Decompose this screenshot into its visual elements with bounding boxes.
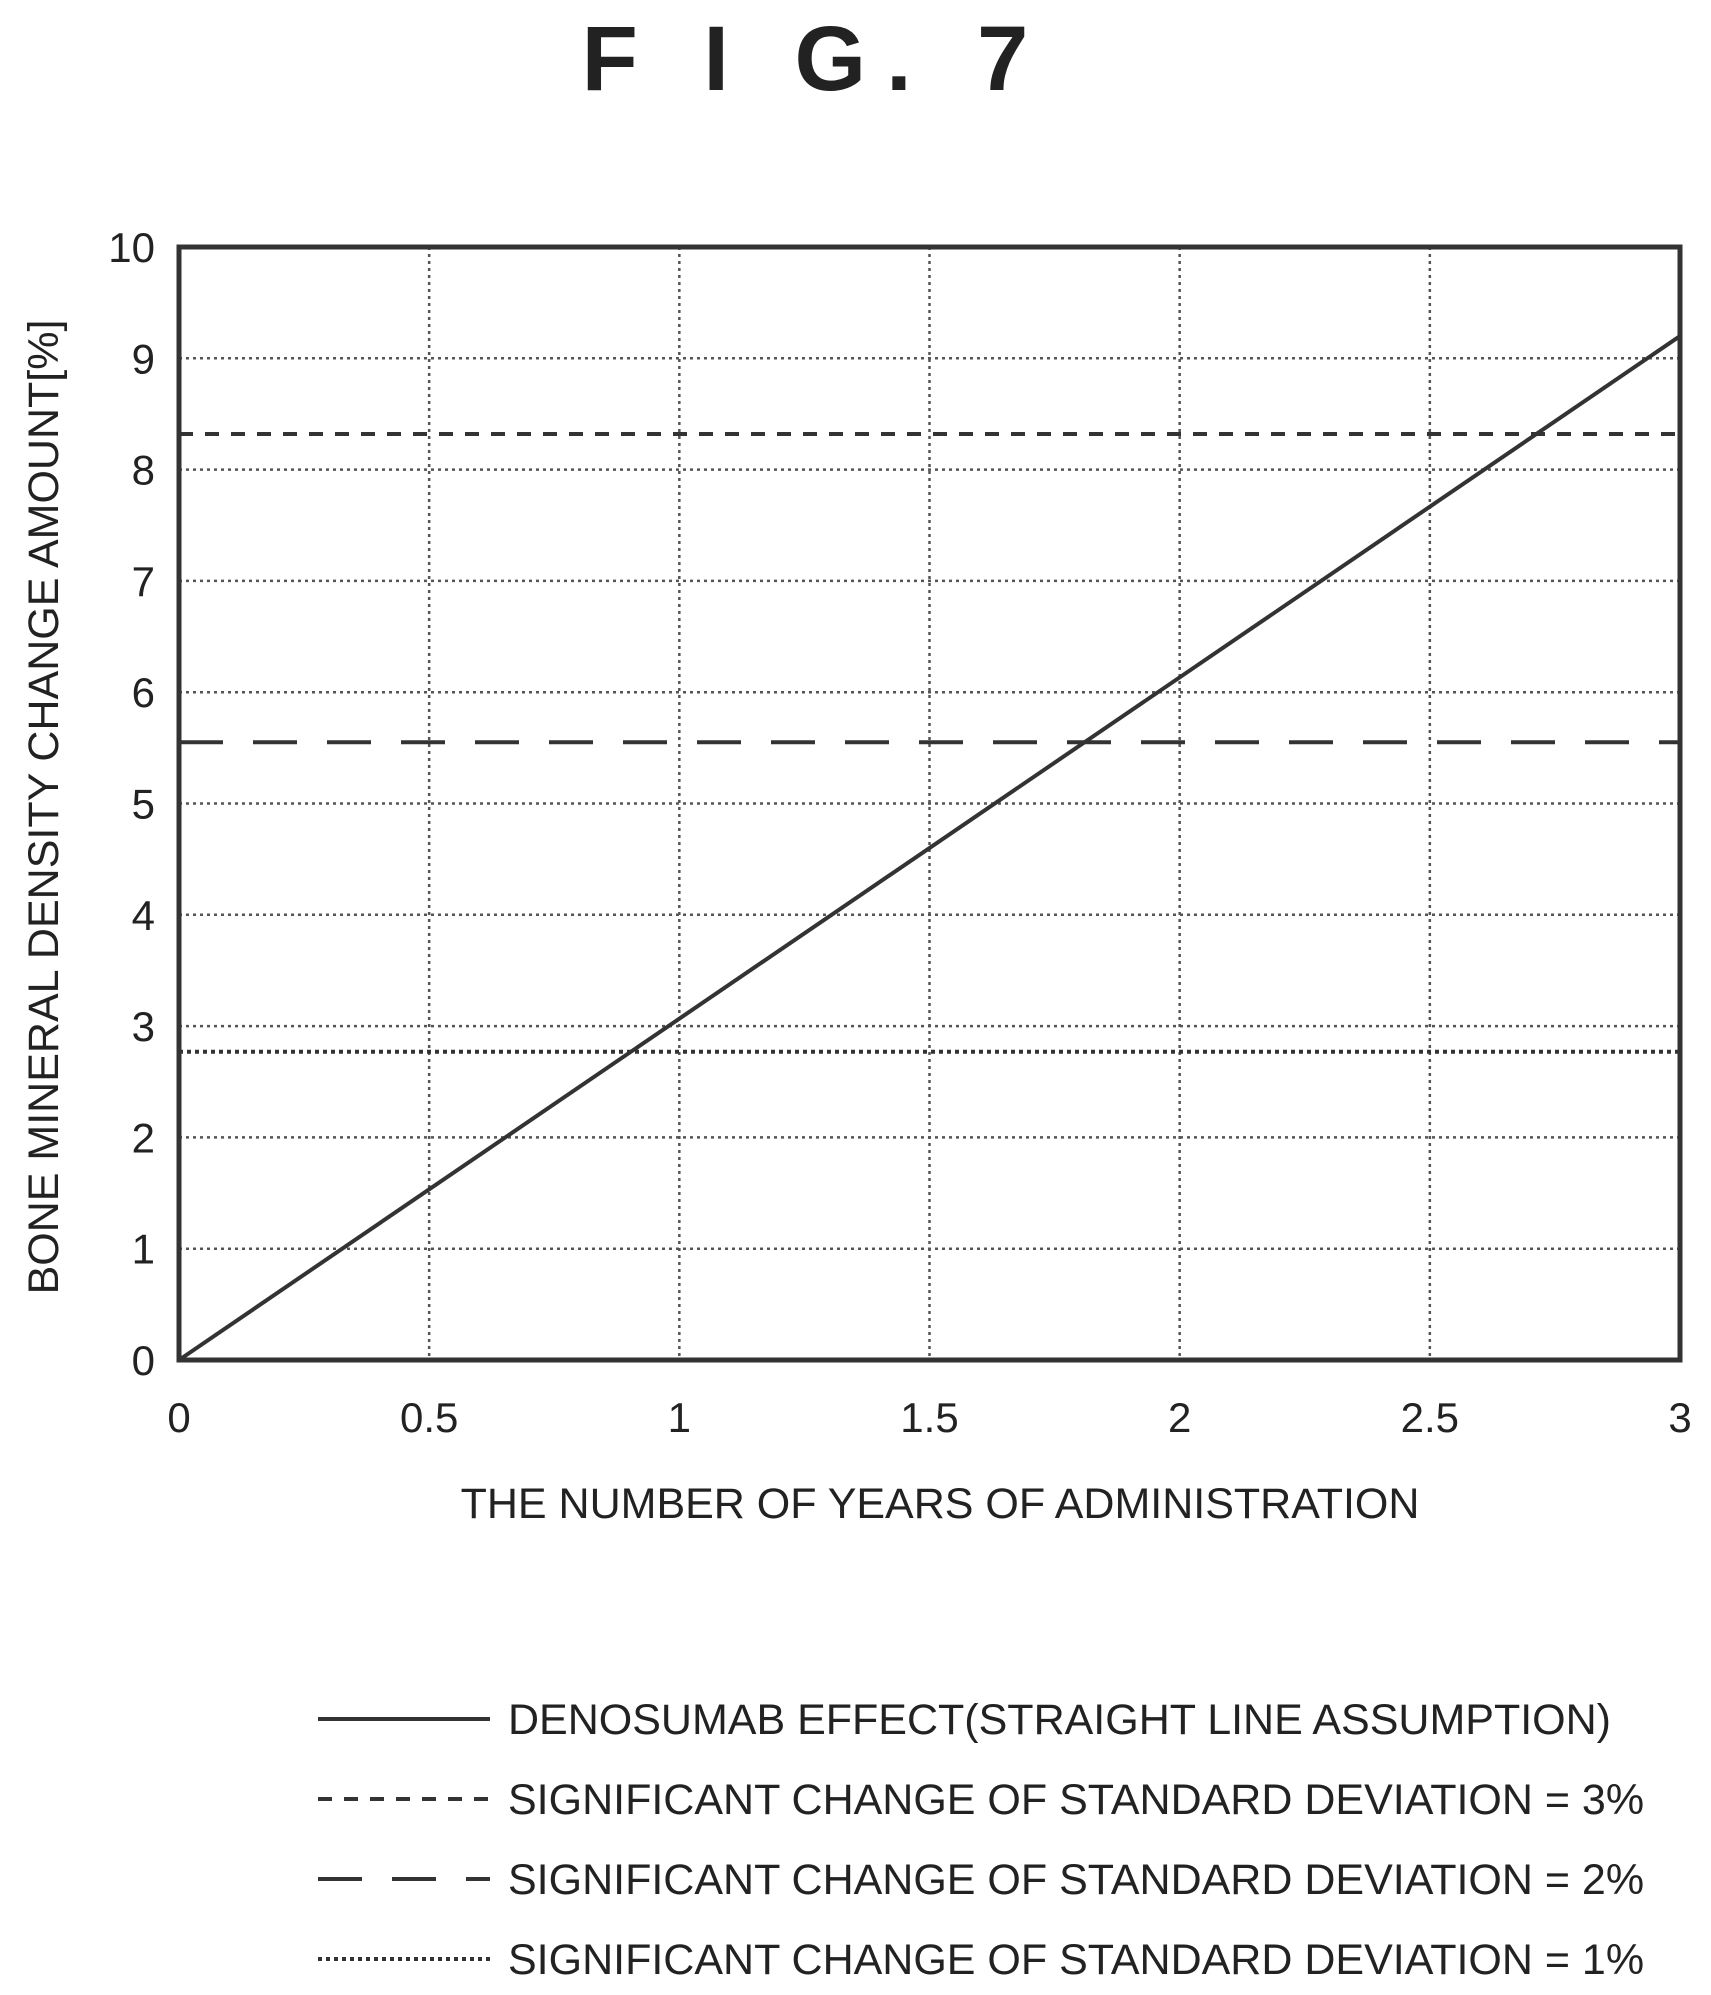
legend-label-3: SIGNIFICANT CHANGE OF STANDARD DEVIATION… — [508, 1936, 1644, 1984]
x-tick-label: 2.5 — [1401, 1394, 1459, 1441]
y-tick-label: 8 — [132, 447, 155, 494]
grid-lines — [179, 247, 1680, 1360]
y-tick-label: 9 — [132, 335, 155, 382]
legend: DENOSUMAB EFFECT(STRAIGHT LINE ASSUMPTIO… — [318, 1696, 1644, 1984]
x-axis-label: THE NUMBER OF YEARS OF ADMINISTRATION — [461, 1480, 1420, 1528]
y-tick-label: 4 — [132, 892, 155, 939]
x-tick-label: 1 — [668, 1394, 691, 1441]
legend-label-0: DENOSUMAB EFFECT(STRAIGHT LINE ASSUMPTIO… — [508, 1696, 1611, 1744]
y-tick-labels: 0 1 2 3 4 5 6 7 8 9 10 — [108, 224, 155, 1384]
series-lines — [177, 334, 1682, 1362]
y-tick-label: 1 — [132, 1226, 155, 1273]
y-tick-label: 6 — [132, 669, 155, 716]
figure-title: F I G. 7 — [582, 8, 1049, 110]
series-line-0 — [177, 334, 1682, 1362]
x-tick-labels: 0 0.5 1 1.5 2 2.5 3 — [167, 1394, 1691, 1441]
y-tick-label: 7 — [132, 558, 155, 605]
x-tick-label: 1.5 — [900, 1394, 958, 1441]
y-tick-label: 2 — [132, 1114, 155, 1161]
x-tick-label: 0.5 — [400, 1394, 458, 1441]
y-tick-label: 10 — [108, 224, 155, 271]
x-tick-label: 0 — [167, 1394, 190, 1441]
y-tick-label: 5 — [132, 781, 155, 828]
legend-label-2: SIGNIFICANT CHANGE OF STANDARD DEVIATION… — [508, 1856, 1644, 1904]
legend-label-1: SIGNIFICANT CHANGE OF STANDARD DEVIATION… — [508, 1776, 1644, 1824]
x-tick-label: 2 — [1168, 1394, 1191, 1441]
y-tick-label: 0 — [132, 1337, 155, 1384]
y-axis-label: BONE MINERAL DENSITY CHANGE AMOUNT[%] — [20, 320, 68, 1295]
y-tick-label: 3 — [132, 1003, 155, 1050]
plot-frame — [176, 244, 1683, 1363]
x-tick-label: 3 — [1668, 1394, 1691, 1441]
